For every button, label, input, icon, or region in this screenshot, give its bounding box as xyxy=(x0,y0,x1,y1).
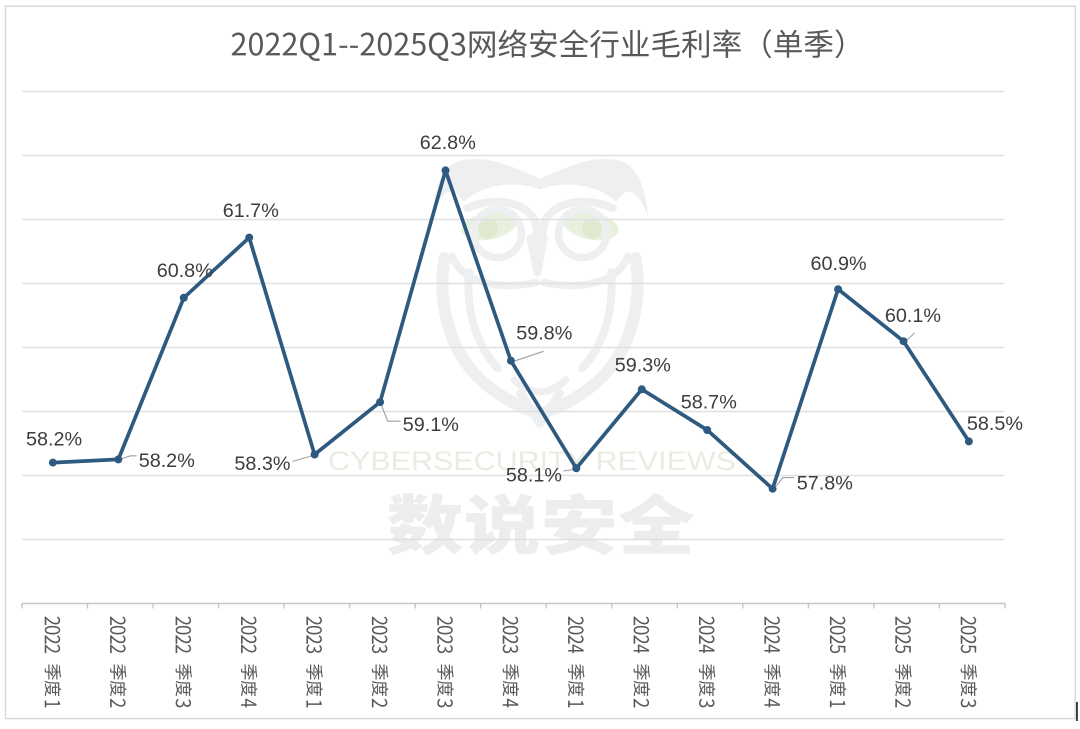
svg-text:59.8%: 59.8% xyxy=(516,322,572,344)
svg-text:61.7%: 61.7% xyxy=(223,200,279,222)
svg-text:59.3%: 59.3% xyxy=(615,355,671,377)
svg-text:CYBERSECURITY REVIEWS: CYBERSECURITY REVIEWS xyxy=(328,446,736,476)
svg-text:58.2%: 58.2% xyxy=(139,450,195,472)
svg-text:58.2%: 58.2% xyxy=(26,429,82,451)
svg-text:60.8%: 60.8% xyxy=(157,260,213,282)
svg-text:62.8%: 62.8% xyxy=(420,132,476,154)
svg-text:57.8%: 57.8% xyxy=(797,473,853,495)
svg-text:60.9%: 60.9% xyxy=(811,253,867,275)
svg-text:60.1%: 60.1% xyxy=(885,305,941,327)
svg-text:58.5%: 58.5% xyxy=(967,413,1023,435)
svg-text:58.3%: 58.3% xyxy=(234,453,290,475)
svg-text:58.7%: 58.7% xyxy=(681,392,737,414)
svg-text:59.1%: 59.1% xyxy=(403,414,459,436)
svg-text:58.1%: 58.1% xyxy=(506,464,562,486)
